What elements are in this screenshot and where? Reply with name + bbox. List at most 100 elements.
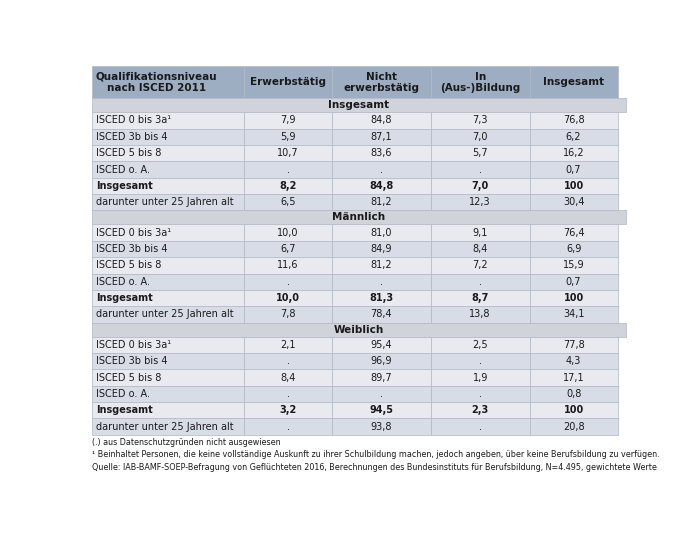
Bar bbox=[430, 257, 530, 273]
Text: 7,0: 7,0 bbox=[472, 181, 489, 191]
Text: ISCED 3b bis 4: ISCED 3b bis 4 bbox=[96, 244, 167, 254]
Bar bbox=[244, 66, 332, 98]
Bar bbox=[92, 257, 244, 273]
Text: 95,4: 95,4 bbox=[370, 340, 392, 350]
Bar bbox=[244, 178, 332, 194]
Text: 100: 100 bbox=[564, 293, 584, 303]
Bar bbox=[332, 402, 430, 419]
Bar bbox=[332, 178, 430, 194]
Bar bbox=[530, 145, 617, 161]
Text: ¹ Beinhaltet Personen, die keine vollständige Auskunft zu ihrer Schulbildung mac: ¹ Beinhaltet Personen, die keine vollstä… bbox=[92, 450, 659, 459]
Text: 9,1: 9,1 bbox=[473, 228, 488, 237]
Text: 10,0: 10,0 bbox=[276, 293, 300, 303]
Text: .: . bbox=[286, 389, 290, 399]
Text: 10,7: 10,7 bbox=[277, 148, 299, 158]
Bar bbox=[244, 257, 332, 273]
Text: Männlich: Männlich bbox=[332, 212, 385, 222]
Text: .: . bbox=[479, 389, 482, 399]
Bar bbox=[92, 419, 244, 435]
Bar bbox=[530, 353, 617, 369]
Bar bbox=[332, 129, 430, 145]
Text: .: . bbox=[479, 356, 482, 366]
Text: darunter unter 25 Jahren alt: darunter unter 25 Jahren alt bbox=[96, 309, 233, 319]
Text: 13,8: 13,8 bbox=[470, 309, 491, 319]
Bar bbox=[244, 273, 332, 290]
Bar bbox=[530, 290, 617, 306]
Bar bbox=[430, 66, 530, 98]
Text: 8,2: 8,2 bbox=[279, 181, 297, 191]
Bar bbox=[244, 369, 332, 386]
Bar bbox=[530, 419, 617, 435]
Bar bbox=[530, 194, 617, 211]
Text: ISCED 0 bis 3a¹: ISCED 0 bis 3a¹ bbox=[96, 115, 171, 125]
Text: 10,0: 10,0 bbox=[277, 228, 299, 237]
Text: 1,9: 1,9 bbox=[473, 373, 488, 383]
Text: 7,8: 7,8 bbox=[280, 309, 296, 319]
Text: 84,9: 84,9 bbox=[371, 244, 392, 254]
Text: Weiblich: Weiblich bbox=[334, 325, 384, 334]
Text: 83,6: 83,6 bbox=[371, 148, 392, 158]
Text: .: . bbox=[479, 422, 482, 431]
Text: In
(Aus-)Bildung: In (Aus-)Bildung bbox=[440, 71, 520, 93]
Bar bbox=[530, 386, 617, 402]
Text: 8,4: 8,4 bbox=[280, 373, 295, 383]
Text: Insgesamt: Insgesamt bbox=[543, 77, 604, 87]
Bar bbox=[332, 290, 430, 306]
Text: 76,8: 76,8 bbox=[563, 115, 584, 125]
Text: Insgesamt: Insgesamt bbox=[328, 100, 389, 110]
Bar bbox=[430, 129, 530, 145]
Text: 84,8: 84,8 bbox=[371, 115, 392, 125]
Bar bbox=[244, 306, 332, 323]
Bar bbox=[244, 112, 332, 129]
Text: 100: 100 bbox=[564, 181, 584, 191]
Text: .: . bbox=[380, 389, 383, 399]
Text: ISCED 5 bis 8: ISCED 5 bis 8 bbox=[96, 148, 161, 158]
Bar bbox=[430, 386, 530, 402]
Text: ISCED 0 bis 3a¹: ISCED 0 bis 3a¹ bbox=[96, 340, 171, 350]
Text: 0,7: 0,7 bbox=[566, 277, 582, 287]
Bar bbox=[332, 306, 430, 323]
Text: 78,4: 78,4 bbox=[370, 309, 392, 319]
Bar bbox=[92, 129, 244, 145]
Text: Insgesamt: Insgesamt bbox=[96, 181, 153, 191]
Text: 16,2: 16,2 bbox=[563, 148, 584, 158]
Bar bbox=[430, 194, 530, 211]
Text: 81,0: 81,0 bbox=[371, 228, 392, 237]
Bar bbox=[92, 145, 244, 161]
Text: ISCED 5 bis 8: ISCED 5 bis 8 bbox=[96, 260, 161, 270]
Text: darunter unter 25 Jahren alt: darunter unter 25 Jahren alt bbox=[96, 422, 233, 431]
Bar bbox=[244, 129, 332, 145]
Bar bbox=[332, 337, 430, 353]
Bar bbox=[244, 402, 332, 419]
Bar bbox=[530, 306, 617, 323]
Bar bbox=[530, 129, 617, 145]
Text: 20,8: 20,8 bbox=[563, 422, 584, 431]
Text: 77,8: 77,8 bbox=[563, 340, 584, 350]
Text: 30,4: 30,4 bbox=[563, 197, 584, 207]
Text: 81,3: 81,3 bbox=[370, 293, 393, 303]
Bar bbox=[332, 145, 430, 161]
Bar bbox=[92, 225, 244, 241]
Text: 4,3: 4,3 bbox=[566, 356, 581, 366]
Text: .: . bbox=[286, 165, 290, 175]
Text: ISCED 3b bis 4: ISCED 3b bis 4 bbox=[96, 356, 167, 366]
Text: 8,4: 8,4 bbox=[473, 244, 488, 254]
Text: Nicht
erwerbstätig: Nicht erwerbstätig bbox=[344, 71, 419, 93]
Text: ISCED 3b bis 4: ISCED 3b bis 4 bbox=[96, 132, 167, 142]
Text: darunter unter 25 Jahren alt: darunter unter 25 Jahren alt bbox=[96, 197, 233, 207]
Bar bbox=[332, 257, 430, 273]
Bar bbox=[332, 419, 430, 435]
Bar bbox=[92, 112, 244, 129]
Text: 84,8: 84,8 bbox=[370, 181, 393, 191]
Bar bbox=[430, 337, 530, 353]
Text: (.) aus Datenschutzgründen nicht ausgewiesen: (.) aus Datenschutzgründen nicht ausgewi… bbox=[92, 438, 281, 447]
Bar bbox=[332, 161, 430, 178]
Bar bbox=[430, 145, 530, 161]
Bar bbox=[92, 353, 244, 369]
Bar bbox=[430, 306, 530, 323]
Bar bbox=[430, 419, 530, 435]
Text: 6,2: 6,2 bbox=[566, 132, 582, 142]
Text: .: . bbox=[286, 277, 290, 287]
Text: ISCED o. A.: ISCED o. A. bbox=[96, 389, 150, 399]
Bar bbox=[530, 337, 617, 353]
